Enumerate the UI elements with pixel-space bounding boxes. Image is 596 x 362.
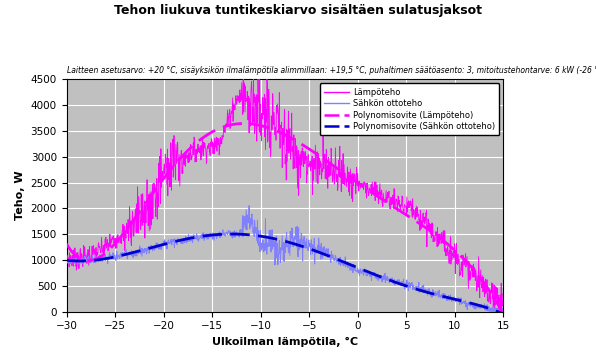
Text: Tehon liukuva tuntikeskiarvo sisältäen sulatusjaksot: Tehon liukuva tuntikeskiarvo sisältäen s… <box>114 4 482 17</box>
Text: Laitteen asetusarvo: +20 °C, sisäyksikön ilmalämpötila alimmillaan: +19,5 °C, pu: Laitteen asetusarvo: +20 °C, sisäyksikön… <box>67 66 596 75</box>
Y-axis label: Teho, W: Teho, W <box>15 171 25 220</box>
X-axis label: Ulkoilman lämpötila, °C: Ulkoilman lämpötila, °C <box>212 337 358 347</box>
Legend: Lämpöteho, Sähkön ottoteho, Polynomisovite (Lämpöteho), Polynomisovite (Sähkön o: Lämpöteho, Sähkön ottoteho, Polynomisovi… <box>319 84 499 135</box>
